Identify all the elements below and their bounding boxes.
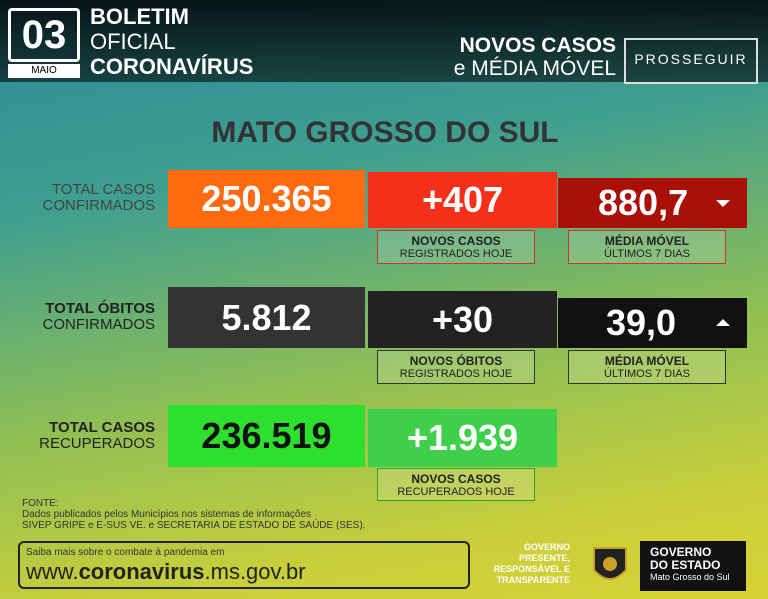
avg: 880,7 — [558, 178, 747, 228]
total: 5.812 — [168, 287, 365, 348]
header-right-1: NOVOS CASOS — [459, 34, 616, 57]
source-line: SIVEP GRIPE e E-SUS VE. e SECRETARIA DE … — [22, 520, 366, 531]
title-3: CORONAVÍRUS — [90, 54, 254, 79]
caption-1: NOVOS CASOS — [411, 234, 501, 248]
arrow-down — [716, 200, 730, 207]
source-title: FONTE: — [22, 498, 59, 509]
label-1: TOTAL CASOS — [49, 419, 155, 436]
caption-2: REGISTRADOS HOJE — [399, 248, 513, 260]
source-line: Dados publicados pelos Municípios nos si… — [22, 509, 312, 520]
gov-line: Mato Grosso do Sul — [650, 572, 730, 582]
gov-line: DO ESTADO — [650, 558, 721, 572]
row-label: TOTAL ÓBITOS CONFIRMADOS — [5, 300, 156, 333]
arrow-up — [716, 319, 730, 326]
emblem — [593, 547, 627, 580]
motto-line: PRESENTE, — [518, 553, 570, 563]
motto: GOVERNO PRESENTE, RESPONSÁVEL E TRANSPARENT… — [480, 542, 570, 586]
source: FONTE: Dados publicados pelos Municípios… — [22, 498, 365, 531]
caption-1: MÉDIA MÓVEL — [604, 354, 690, 368]
title-2: OFICIAL — [90, 29, 176, 54]
row-label: TOTAL CASOS RECUPERADOS — [5, 420, 155, 452]
gov-box: GOVERNO DO ESTADO Mato Grosso do Sul — [640, 541, 746, 591]
caption-1: NOVOS CASOS — [411, 472, 501, 486]
url-part: www. — [26, 559, 79, 584]
caption-2: RECUPERADOS HOJE — [397, 486, 515, 498]
logo: PROSSEGUIR — [624, 38, 758, 84]
url-part[interactable]: coronavirus — [78, 559, 205, 584]
new: +407 — [368, 172, 557, 228]
month: MAIO — [8, 64, 80, 78]
url-intro: Saiba mais sobre o combate à pandemia em — [26, 547, 225, 558]
row-label: TOTAL CASOS CONFIRMADOS — [5, 181, 156, 214]
day: 03 — [8, 8, 80, 62]
new: +1.939 — [368, 409, 557, 467]
motto-line: RESPONSÁVEL E — [493, 564, 570, 574]
total: 236.519 — [168, 405, 365, 467]
caption-2: ÚLTIMOS 7 DIAS — [604, 248, 690, 260]
caption-1: NOVOS ÓBITOS — [409, 354, 503, 368]
new-caption: NOVOS CASOS REGISTRADOS HOJE — [377, 230, 535, 264]
new: +30 — [368, 291, 557, 348]
avg: 39,0 — [558, 298, 747, 348]
url-box: Saiba mais sobre o combate à pandemia em… — [18, 541, 470, 589]
label-2: CONFIRMADOS — [42, 197, 156, 214]
motto-line: GOVERNO — [523, 542, 570, 552]
caption-2: REGISTRADOS HOJE — [399, 368, 513, 380]
label-1: TOTAL ÓBITOS — [45, 300, 155, 317]
motto-line: TRANSPARENTE — [496, 575, 570, 585]
avg-caption: MÉDIA MÓVEL ÚLTIMOS 7 DIAS — [568, 350, 726, 384]
label-2: RECUPERADOS — [39, 435, 155, 452]
header-right-2: MÉDIA MÓVEL — [471, 57, 616, 80]
gov-line: GOVERNO — [650, 545, 712, 559]
total: 250.365 — [168, 170, 365, 228]
new-caption: NOVOS CASOS RECUPERADOS HOJE — [377, 468, 535, 501]
label-1: TOTAL CASOS — [51, 181, 155, 198]
header-band — [0, 0, 768, 82]
label-2: CONFIRMADOS — [42, 316, 156, 333]
header-e: e — [453, 57, 466, 80]
avg-caption: MÉDIA MÓVEL ÚLTIMOS 7 DIAS — [568, 230, 726, 264]
title-1: BOLETIM — [90, 4, 189, 29]
url-part: .ms.gov.br — [204, 559, 306, 584]
region: MATO GROSSO DO SUL — [211, 116, 559, 149]
caption-1: MÉDIA MÓVEL — [604, 234, 690, 248]
new-caption: NOVOS ÓBITOS REGISTRADOS HOJE — [377, 350, 535, 384]
caption-2: ÚLTIMOS 7 DIAS — [604, 368, 690, 380]
